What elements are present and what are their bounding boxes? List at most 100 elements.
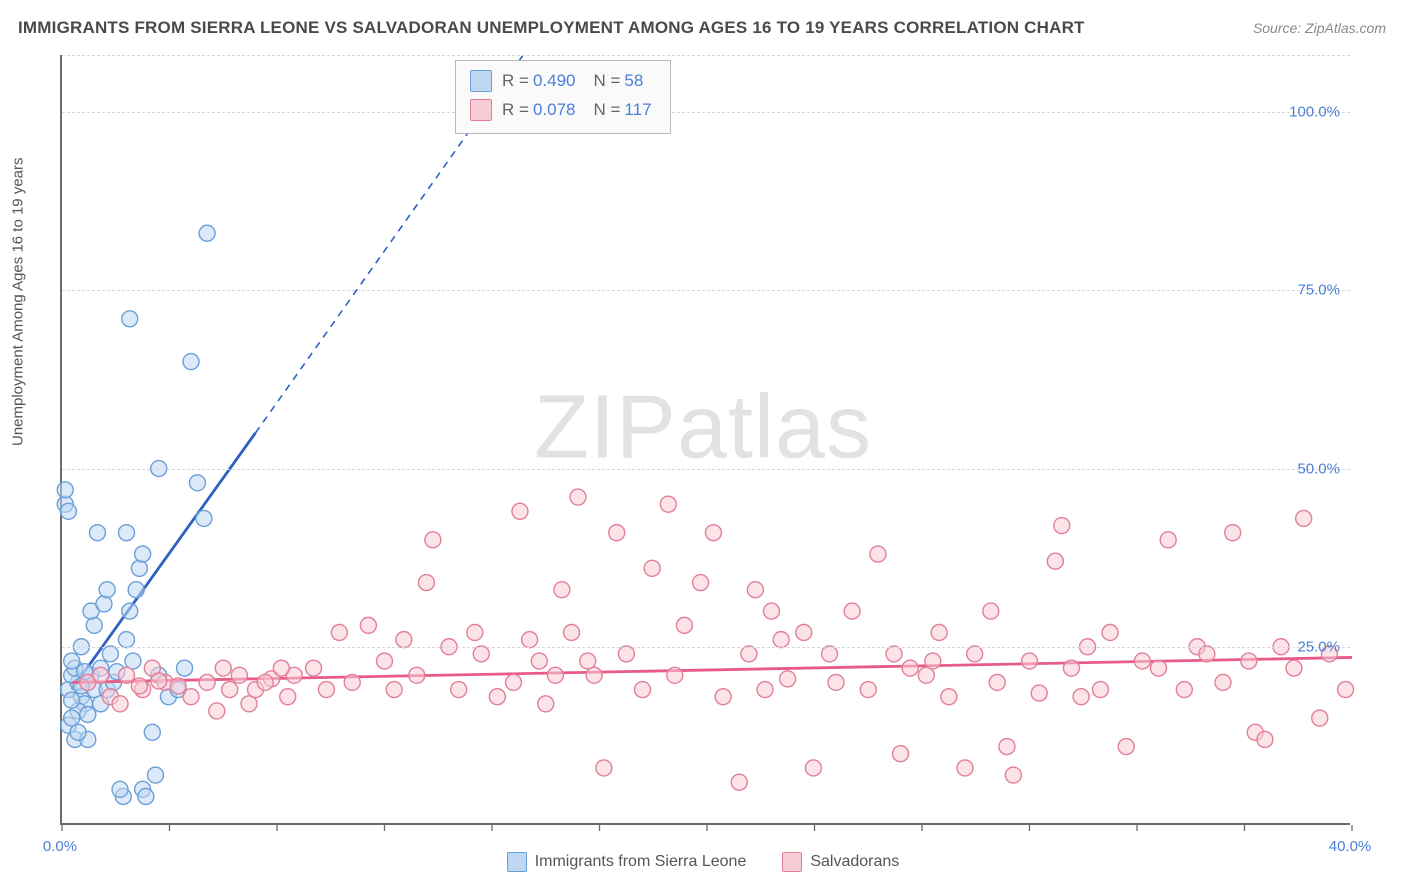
data-point-sv [957,760,973,776]
data-point-sv [757,682,773,698]
data-point-sv [473,646,489,662]
data-point-sv [870,546,886,562]
data-point-sv [644,560,660,576]
data-point-sv [1118,739,1134,755]
gridline [62,647,1350,648]
stat-n-label: N = [593,67,620,96]
data-point-sl [189,475,205,491]
data-point-sv [257,674,273,690]
data-point-sv [489,689,505,705]
data-point-sv [1134,653,1150,669]
data-point-sv [1102,625,1118,641]
data-point-sv [199,674,215,690]
y-tick-label: 75.0% [1297,282,1340,299]
data-point-sl [125,653,141,669]
data-point-sv [396,632,412,648]
stat-n-value: 117 [624,96,651,125]
legend-item: Salvadorans [782,852,899,872]
data-point-sv [635,682,651,698]
data-point-sv [318,682,334,698]
data-point-sv [506,674,522,690]
data-point-sv [1257,731,1273,747]
data-point-sl [89,525,105,541]
data-point-sv [1005,767,1021,783]
data-point-sv [222,682,238,698]
legend-label: Immigrants from Sierra Leone [535,853,747,871]
data-point-sv [1338,682,1354,698]
data-point-sv [886,646,902,662]
data-point-sv [780,671,796,687]
data-point-sv [1063,660,1079,676]
data-point-sv [1215,674,1231,690]
data-point-sv [844,603,860,619]
data-point-sl [119,525,135,541]
data-point-sv [344,674,360,690]
data-point-sv [554,582,570,598]
data-point-sv [151,673,167,689]
data-point-sl [86,617,102,633]
data-point-sl [199,225,215,241]
data-point-sv [1160,532,1176,548]
data-point-sv [893,746,909,762]
data-point-sv [231,667,247,683]
stat-swatch-sl [470,70,492,92]
data-point-sl [96,596,112,612]
data-point-sv [667,667,683,683]
data-point-sv [1225,525,1241,541]
data-point-sv [1073,689,1089,705]
data-point-sl [112,781,128,797]
gridline [62,469,1350,470]
data-point-sv [451,682,467,698]
data-point-sv [918,667,934,683]
data-point-sv [764,603,780,619]
legend-swatch [782,852,802,872]
data-point-sv [860,682,876,698]
gridline [62,290,1350,291]
legend-swatch [507,852,527,872]
data-point-sl [102,646,118,662]
y-tick-label: 50.0% [1297,460,1340,477]
data-point-sv [967,646,983,662]
data-point-sv [570,489,586,505]
data-point-sv [1022,653,1038,669]
data-point-sv [1054,518,1070,534]
data-point-sv [618,646,634,662]
data-point-sv [112,696,128,712]
data-point-sv [360,617,376,633]
data-point-sv [828,674,844,690]
data-point-sv [170,678,186,694]
stat-row-sl: R = 0.490N = 58 [470,67,656,96]
data-point-sl [99,582,115,598]
gridline [62,112,1350,113]
data-point-sl [122,603,138,619]
data-point-sl [135,546,151,562]
stat-r-value: 0.078 [533,96,576,125]
data-point-sv [215,660,231,676]
data-point-sv [409,667,425,683]
data-point-sv [676,617,692,633]
data-point-sv [586,667,602,683]
data-point-sl [122,311,138,327]
data-point-sl [64,710,80,726]
stat-row-sv: R = 0.078 N = 117 [470,96,656,125]
data-point-sv [386,682,402,698]
data-point-sv [773,632,789,648]
y-tick-label: 25.0% [1297,638,1340,655]
data-point-sv [119,667,135,683]
data-point-sv [1312,710,1328,726]
stat-r-label: R = [502,96,529,125]
data-point-sv [1092,682,1108,698]
data-point-sv [209,703,225,719]
data-point-sv [805,760,821,776]
data-point-sv [418,575,434,591]
data-point-sl [138,788,154,804]
stat-n-label: N = [593,96,620,125]
data-point-sl [183,354,199,370]
data-point-sl [57,482,73,498]
data-point-sv [512,503,528,519]
data-point-sv [241,696,257,712]
data-point-sl [144,724,160,740]
y-tick-label: 100.0% [1289,104,1340,121]
bottom-legend: Immigrants from Sierra Leone Salvadorans [0,852,1406,877]
stat-swatch-sv [470,99,492,121]
